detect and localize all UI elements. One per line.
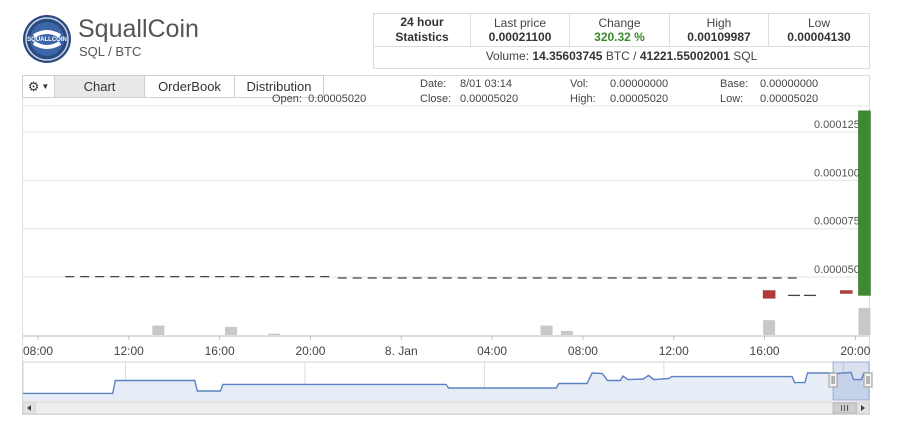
ohlc-high: High: 0.00005020 [570,93,668,105]
y-tick-label: 0.0001250 [814,119,866,131]
volume-bar [224,326,237,335]
change-label: Change [598,16,641,30]
ohlc-high-label: High: [570,93,596,105]
stats-heading-line2: Statistics [395,30,449,44]
ohlc-open-label: Open: [272,93,302,105]
ohlc-vol-value: 0.00000000 [610,78,669,90]
chevron-down-icon: ▼ [41,82,50,91]
high-label: High [706,16,732,30]
volume-label: Volume: [485,49,530,63]
stat-last-price: Last price 0.00021100 [471,14,570,46]
candle [762,290,776,299]
logo-text: SQUALLCOIN [27,37,67,43]
ohlc-date-label: Date: [420,78,447,90]
navigator-area [23,372,869,400]
stats-heading-line1: 24 hour [400,15,444,29]
y-tick-label: 0.0000500 [814,264,866,276]
ohlc-open-value: 0.00005020 [308,93,367,105]
last-price-value: 0.00021100 [488,30,552,44]
x-tick-label: 20:00 [295,344,325,358]
ohlc-close-label: Close: [420,93,452,105]
ohlc-close: Close: 0.00005020 [420,93,518,105]
tab-orderbook[interactable]: OrderBook [145,75,235,98]
y-tick-label: 0.0001000 [814,167,866,179]
ohlc-base-label: Base: [720,78,749,90]
ohlc-low-label: Low: [720,93,744,105]
stat-change: Change 320.32 % [570,14,670,46]
ohlc-base: Base: 0.00000000 [720,78,818,90]
candle [840,290,853,294]
chart-toolbar: ⚙ ▼ Chart OrderBook Distribution [22,75,324,98]
arrow-right-icon [861,405,865,411]
low-label: Low [807,16,830,30]
settings-menu-button[interactable]: ⚙ ▼ [22,75,55,98]
coin-name: SquallCoin [78,15,199,43]
x-tick-label: 16:00 [205,344,235,358]
x-tick-label: 12:00 [659,344,689,358]
coin-pair: SQL / BTC [79,44,142,59]
change-value: 320.32 % [594,30,645,44]
y-tick-label: 0.0000750 [814,216,866,228]
ohlc-open: Open: 0.00005020 [272,93,366,105]
x-tick-label: 20:00 [840,344,870,358]
volume-bar [540,325,553,335]
ohlc-close-value: 0.00005020 [460,93,519,105]
tab-distribution[interactable]: Distribution [235,75,324,98]
volume-bar [268,333,281,335]
stat-low: Low 0.00004130 [769,14,869,46]
volume-bar [763,320,776,335]
ohlc-vol: Vol: 0.00000000 [570,78,668,90]
volume-row: Volume: 14.35603745 BTC / 41221.55002001… [374,49,869,63]
navigator-handle[interactable] [863,372,873,388]
ohlc-vol-label: Vol: [570,78,589,90]
arrow-left-icon [27,405,31,411]
volume-btc: 14.35603745 [532,49,603,63]
volume-btc-unit: BTC / [605,49,637,63]
ohlc-high-value: 0.00005020 [610,93,669,105]
ohlc-date: Date: 8/01 03:14 [420,78,512,90]
volume-bar [561,330,574,335]
volume-sql-unit: SQL [733,49,758,63]
x-tick-label: 08:00 [23,344,53,358]
ohlc-base-value: 0.00000000 [760,78,819,90]
ohlc-date-value: 8/01 03:14 [460,78,512,90]
gear-icon: ⚙ [27,78,40,94]
last-price-label: Last price [493,16,547,30]
ohlc-low: Low: 0.00005020 [720,93,818,105]
x-tick-label: 8. Jan [385,344,418,358]
stats-panel: 24 hour Statistics Last price 0.00021100… [373,13,870,69]
x-tick-label: 16:00 [750,344,780,358]
x-tick-label: 08:00 [568,344,598,358]
scrollbar-track [22,401,870,415]
tab-chart[interactable]: Chart [55,75,145,98]
stat-high: High 0.00109987 [670,14,769,46]
coin-logo: SQUALLCOIN [23,15,71,63]
x-tick-label: 12:00 [114,344,144,358]
low-value: 0.00004130 [787,30,851,44]
navigator-handle[interactable] [828,372,838,388]
candle [858,110,871,296]
volume-sql: 41221.55002001 [639,49,730,63]
high-value: 0.00109987 [687,30,751,44]
x-tick-label: 04:00 [477,344,507,358]
volume-bar [858,308,871,335]
ohlc-low-value: 0.00005020 [760,93,819,105]
volume-bar [152,325,165,335]
stats-heading: 24 hour Statistics [374,14,471,46]
